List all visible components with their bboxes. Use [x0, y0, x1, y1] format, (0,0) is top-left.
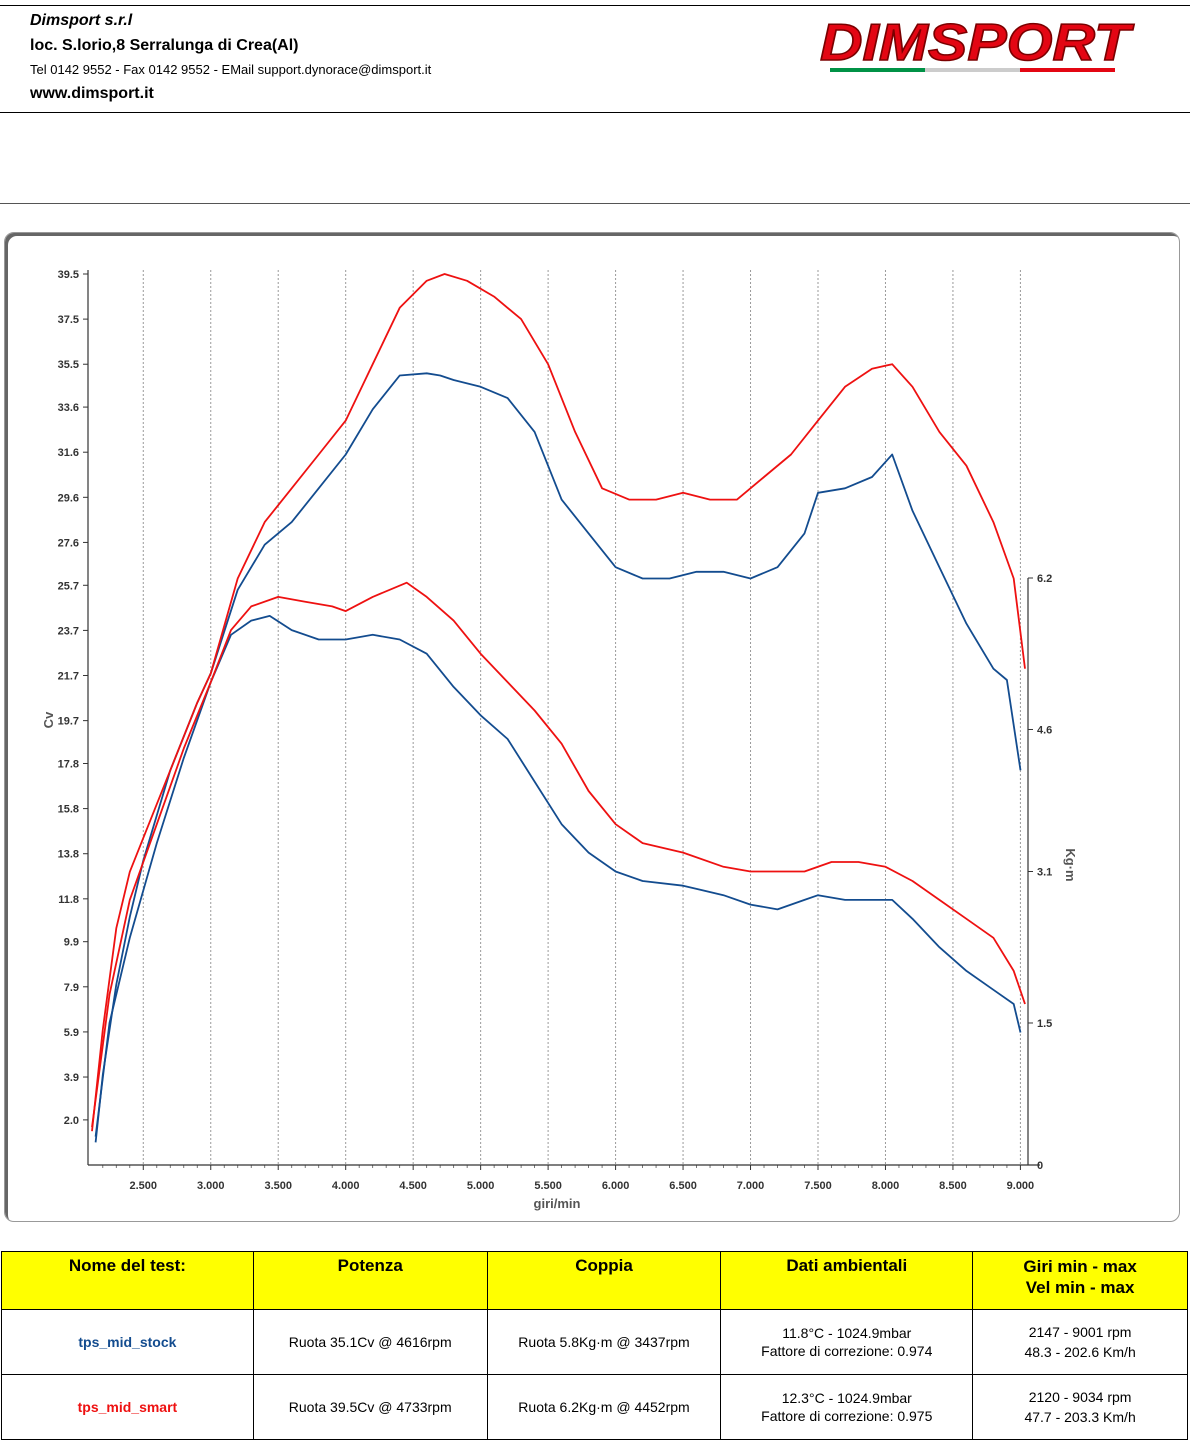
- dyno-chart-frame: [4, 232, 1180, 1222]
- header-rpm-speed: Giri min - max Vel min - max: [972, 1251, 1188, 1310]
- company-address: loc. S.lorio,8 Serralunga di Crea(Al): [30, 37, 299, 54]
- x-tick-label: 4.000: [332, 1180, 360, 1192]
- x-tick-label: 3.000: [197, 1180, 225, 1192]
- rpm-range: 2147 - 9001 rpm: [1028, 1324, 1132, 1340]
- y-left-tick-label: 19.7: [58, 716, 79, 728]
- logo-text: DIMSPORT: [820, 14, 1135, 72]
- env-temp-pressure: 12.3°C - 1024.9mbar: [781, 1390, 912, 1406]
- y-left-tick-label: 21.7: [58, 671, 79, 683]
- test-name-stock: tps_mid_stock: [1, 1309, 254, 1375]
- x-tick-label: 7.000: [737, 1180, 765, 1192]
- series-lines: [91, 273, 1026, 1143]
- y-left-tick-label: 17.8: [58, 758, 79, 770]
- x-tick-labels: 2.500 3.000 3.500 4.000 4.500 5.000 5.500 6.000…: [130, 1180, 1035, 1192]
- env-correction: Fattore di correzione: 0.974: [761, 1343, 933, 1359]
- header-torque: Coppia: [486, 1251, 722, 1310]
- x-tick-label: 8.500: [939, 1180, 967, 1192]
- rpm-range: 2120 - 9034 rpm: [1028, 1389, 1132, 1405]
- power-stock: Ruota 35.1Cv @ 4616rpm: [252, 1309, 488, 1375]
- y-left-tick-label: 9.9: [64, 937, 79, 949]
- speed-range: 48.3 - 202.6 Km/h: [1024, 1344, 1136, 1360]
- dyno-chart: 2.500 3.000 3.500 4.000 4.500 5.000 5.500 6.000…: [41, 269, 1078, 1211]
- x-tick-label: 5.000: [467, 1180, 495, 1192]
- series-torque-tps-mid-stock: [94, 615, 1022, 1137]
- y-left-tick-label: 23.7: [58, 625, 79, 637]
- results-table: Nome del test: Potenza Coppia Dati ambie…: [1, 1251, 1188, 1440]
- header-rule: [0, 112, 1190, 113]
- grid-lines: [142, 270, 1021, 1165]
- y-left-axis-title: Cv: [41, 711, 56, 728]
- dimsport-logo: DIMSPORT: [819, 13, 1135, 73]
- x-tick-label: 9.000: [1007, 1180, 1035, 1192]
- y-left-tick-label: 13.8: [58, 849, 79, 861]
- speed-range: 47.7 - 203.3 Km/h: [1024, 1409, 1136, 1425]
- series-torque-tps-mid-smart: [91, 581, 1026, 1128]
- y-left-tick-label: 25.7: [58, 580, 79, 592]
- x-tick-label: 5.500: [534, 1180, 562, 1192]
- y-left-tick-label: 11.8: [58, 894, 79, 906]
- y-right-axis-title: Kg·m: [1063, 848, 1078, 881]
- power-smart: Ruota 39.5Cv @ 4733rpm: [252, 1374, 488, 1440]
- y-left-tick-labels: 2.0 3.9 5.9 7.9 9.9 11.8 13.8 15.8 17.8 19.7 21.7 2…: [58, 269, 79, 1127]
- table-row: tps_mid_smart Ruota 39.5Cv @ 4733rpm Ruo…: [1, 1374, 1188, 1440]
- y-left-tick-label: 37.5: [58, 314, 79, 326]
- y-left-tick-label: 29.6: [58, 492, 79, 504]
- y-left-tick-label: 7.9: [64, 982, 79, 994]
- y-left-tick-label: 15.8: [58, 804, 79, 816]
- torque-smart: Ruota 6.2Kg·m @ 4452rpm: [486, 1374, 722, 1440]
- header-environment: Dati ambientali: [720, 1251, 974, 1310]
- x-tick-label: 4.500: [399, 1180, 427, 1192]
- y-left-tick-label: 35.5: [58, 359, 79, 371]
- x-tick-label: 7.500: [804, 1180, 832, 1192]
- rpm-speed-stock: 2147 - 9001 rpm 48.3 - 202.6 Km/h: [972, 1309, 1188, 1375]
- top-rule: [0, 5, 1190, 6]
- x-tick-label: 3.500: [264, 1180, 292, 1192]
- header-speed: Vel min - max: [1025, 1278, 1135, 1297]
- header-rpm: Giri min - max: [1023, 1257, 1137, 1276]
- y-left-tick-label: 31.6: [58, 447, 79, 459]
- rpm-speed-smart: 2120 - 9034 rpm 47.7 - 203.3 Km/h: [972, 1374, 1188, 1440]
- y-right-tick-labels: 0 1.5 3.1 4.6 6.2: [1037, 573, 1052, 1172]
- y-right-tick-label: 1.5: [1037, 1018, 1052, 1030]
- y-left-tick-label: 33.6: [58, 402, 79, 414]
- y-right-tick-label: 6.2: [1037, 573, 1052, 585]
- table-row: tps_mid_stock Ruota 35.1Cv @ 4616rpm Ruo…: [1, 1309, 1188, 1375]
- env-smart: 12.3°C - 1024.9mbar Fattore di correzion…: [720, 1374, 974, 1440]
- company-contacts: Tel 0142 9552 - Fax 0142 9552 - EMail su…: [30, 62, 432, 77]
- torque-stock: Ruota 5.8Kg·m @ 3437rpm: [486, 1309, 722, 1375]
- company-website[interactable]: www.dimsport.it: [30, 85, 154, 102]
- env-stock: 11.8°C - 1024.9mbar Fattore di correzion…: [720, 1309, 974, 1375]
- x-tick-label: 6.500: [669, 1180, 697, 1192]
- series-power-tps-mid-smart: [91, 273, 1026, 1132]
- test-name-smart: tps_mid_smart: [1, 1374, 254, 1440]
- axes: [83, 270, 1040, 1170]
- header-test-name: Nome del test:: [1, 1251, 254, 1310]
- section-rule: [0, 203, 1190, 204]
- y-right-tick-label: 4.6: [1037, 724, 1052, 736]
- table-header-row: Nome del test: Potenza Coppia Dati ambie…: [1, 1251, 1188, 1310]
- x-axis-title: giri/min: [534, 1196, 581, 1211]
- x-tick-label: 6.000: [602, 1180, 630, 1192]
- y-right-tick-label: 3.1: [1037, 867, 1052, 879]
- x-tick-label: 2.500: [130, 1180, 158, 1192]
- series-power-tps-mid-stock: [94, 372, 1022, 1143]
- env-correction: Fattore di correzione: 0.975: [761, 1408, 933, 1424]
- header-power: Potenza: [252, 1251, 488, 1310]
- x-tick-label: 8.000: [872, 1180, 900, 1192]
- y-left-tick-label: 5.9: [64, 1027, 79, 1039]
- y-left-tick-label: 27.6: [58, 537, 79, 549]
- y-right-tick-label: 0: [1037, 1160, 1043, 1172]
- y-left-tick-label: 3.9: [64, 1072, 79, 1084]
- env-temp-pressure: 11.8°C - 1024.9mbar: [782, 1325, 912, 1341]
- company-name: Dimsport s.r.l: [30, 12, 133, 29]
- y-left-tick-label: 2.0: [64, 1115, 79, 1127]
- y-left-tick-label: 39.5: [58, 269, 79, 281]
